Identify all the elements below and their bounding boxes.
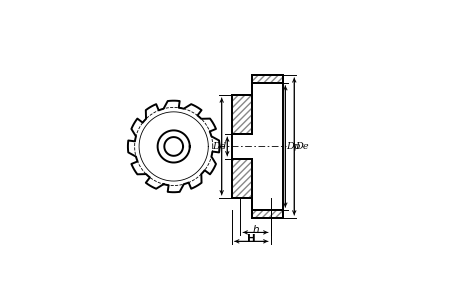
Text: De: De: [295, 142, 309, 151]
Text: H: H: [247, 234, 256, 244]
Bar: [232, 75, 283, 218]
Text: d: d: [220, 142, 226, 151]
Text: D: D: [212, 142, 220, 151]
Text: Dp: Dp: [287, 142, 301, 151]
Text: h: h: [252, 225, 259, 235]
Polygon shape: [232, 75, 283, 134]
Polygon shape: [232, 159, 283, 218]
